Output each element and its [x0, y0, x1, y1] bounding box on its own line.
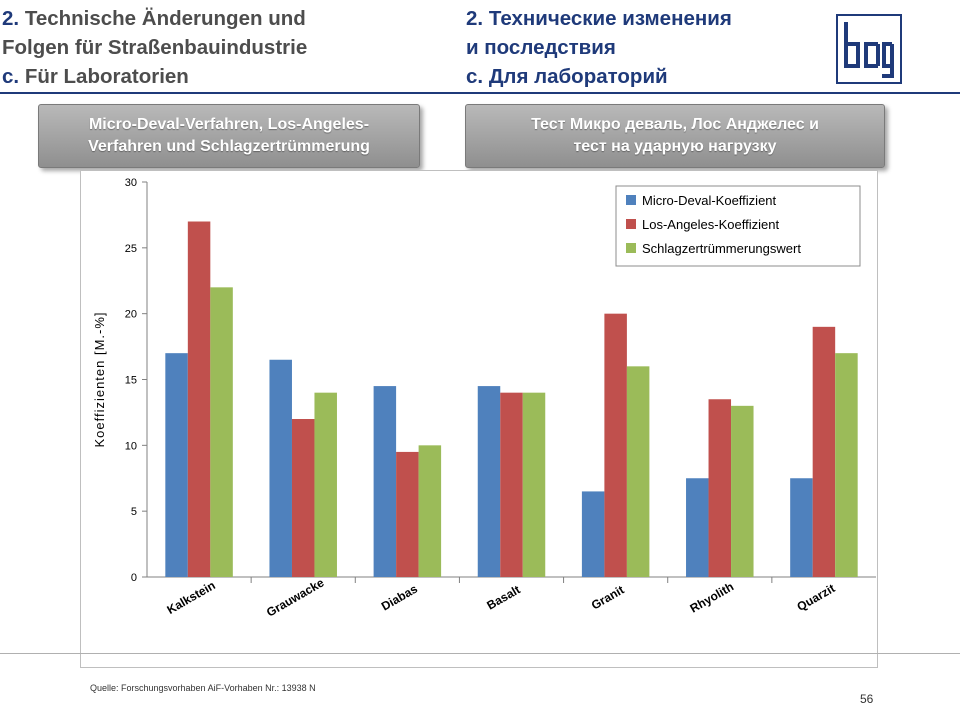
- bar-basalt-1: [477, 386, 501, 577]
- y-tick-label: 15: [125, 375, 137, 387]
- bar-granit-2: [604, 313, 627, 577]
- bar-diabas-2: [396, 451, 419, 577]
- bar-granit-1: [581, 491, 605, 577]
- title-ru-sub-letter: c.: [466, 65, 484, 88]
- pill-de-line2: Verfahren und Schlagzertrümmerung: [88, 138, 370, 155]
- bar-kalkstein-3: [210, 287, 233, 577]
- bar-quarzit-2: [812, 326, 836, 577]
- title-russian: 2. Технические изменения и последствия c…: [466, 4, 806, 91]
- legend-swatch: [626, 219, 636, 229]
- bag-logo: [836, 14, 902, 84]
- title-de-line1: Technische Änderungen und: [24, 7, 306, 30]
- pill-ru-line1: Тест Микро деваль, Лос Анджелес и: [531, 116, 819, 133]
- legend-swatch: [626, 195, 636, 205]
- bar-rhyolith-3: [731, 405, 754, 577]
- bar-basalt-2: [500, 392, 523, 577]
- bar-basalt-3: [522, 392, 546, 577]
- y-tick-label: 0: [131, 572, 137, 584]
- y-axis-label: Koeffizienten [M.-%]: [92, 311, 107, 447]
- title-german: 2. Technische Änderungen und Folgen für …: [2, 4, 422, 91]
- legend: [615, 185, 861, 267]
- bar-grauwacke-3: [314, 392, 337, 577]
- method-label-russian: Тест Микро деваль, Лос Анджелес и тест н…: [465, 104, 885, 168]
- pill-ru-line2: тест на ударную нагрузку: [573, 138, 777, 155]
- page-number: 56: [860, 692, 874, 706]
- header-divider: [0, 92, 960, 94]
- bar-rhyolith-1: [686, 478, 709, 577]
- y-tick-label: 30: [125, 177, 137, 189]
- y-tick-label: 10: [125, 440, 137, 452]
- legend-swatch: [626, 243, 636, 253]
- bar-diabas-1: [373, 386, 397, 577]
- footer-divider: [0, 653, 960, 654]
- bar-quarzit-1: [790, 478, 813, 577]
- bar-quarzit-3: [835, 353, 858, 577]
- method-label-german: Micro-Deval-Verfahren, Los-Angeles- Verf…: [38, 104, 420, 168]
- title-de-line2: Folgen für Straßenbauindustrie: [2, 36, 308, 59]
- title-ru-line1: Технические изменения: [488, 7, 732, 30]
- bar-rhyolith-2: [708, 399, 732, 577]
- y-tick-label: 20: [125, 309, 137, 321]
- y-tick-label: 25: [125, 243, 137, 255]
- title-ru-line2: и последствия: [466, 36, 616, 59]
- legend-entry: Schlagzertrümmerungswert: [642, 241, 801, 256]
- title-sub-letter: c.: [2, 65, 20, 88]
- y-tick-label: 5: [131, 506, 137, 518]
- title-ru-line3: Для лабораторий: [488, 65, 668, 88]
- bar-grauwacke-2: [291, 419, 315, 577]
- legend-entry: Los-Angeles-Koeffizient: [642, 217, 779, 232]
- title-de-line3: Für Laboratorien: [24, 65, 189, 88]
- title-number: 2.: [2, 7, 20, 30]
- bar-kalkstein-1: [165, 353, 188, 577]
- legend-entry: Micro-Deval-Koeffizient: [642, 193, 777, 208]
- bar-kalkstein-2: [187, 221, 211, 577]
- bar-granit-3: [626, 366, 650, 577]
- title-ru-number: 2.: [466, 7, 484, 30]
- source-note: Quelle: Forschungsvorhaben AiF-Vorhaben …: [90, 683, 316, 693]
- pill-de-line1: Micro-Deval-Verfahren, Los-Angeles-: [88, 116, 370, 133]
- bar-diabas-3: [418, 445, 442, 577]
- bar-grauwacke-1: [269, 359, 292, 577]
